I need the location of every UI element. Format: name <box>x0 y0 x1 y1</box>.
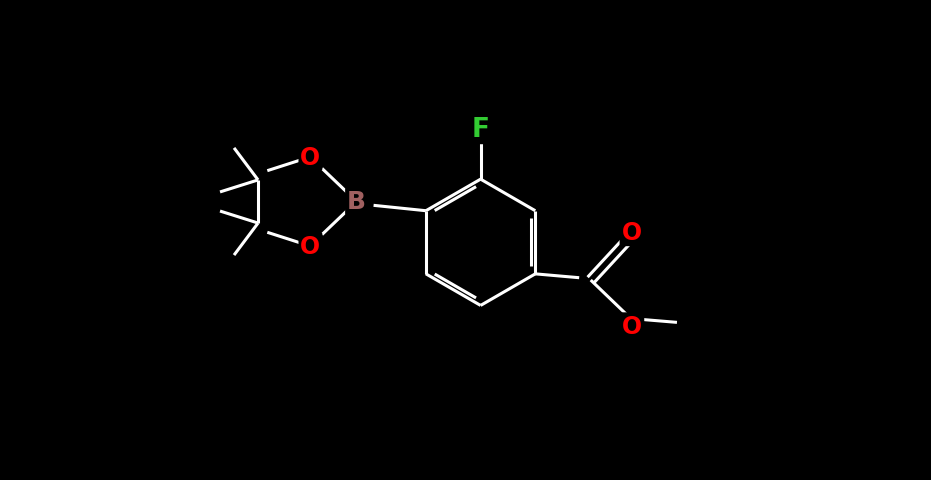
Text: O: O <box>301 235 320 259</box>
Text: O: O <box>622 314 642 338</box>
Text: B: B <box>347 190 366 214</box>
Text: F: F <box>472 117 490 143</box>
Text: O: O <box>622 221 641 245</box>
Text: O: O <box>301 145 320 169</box>
